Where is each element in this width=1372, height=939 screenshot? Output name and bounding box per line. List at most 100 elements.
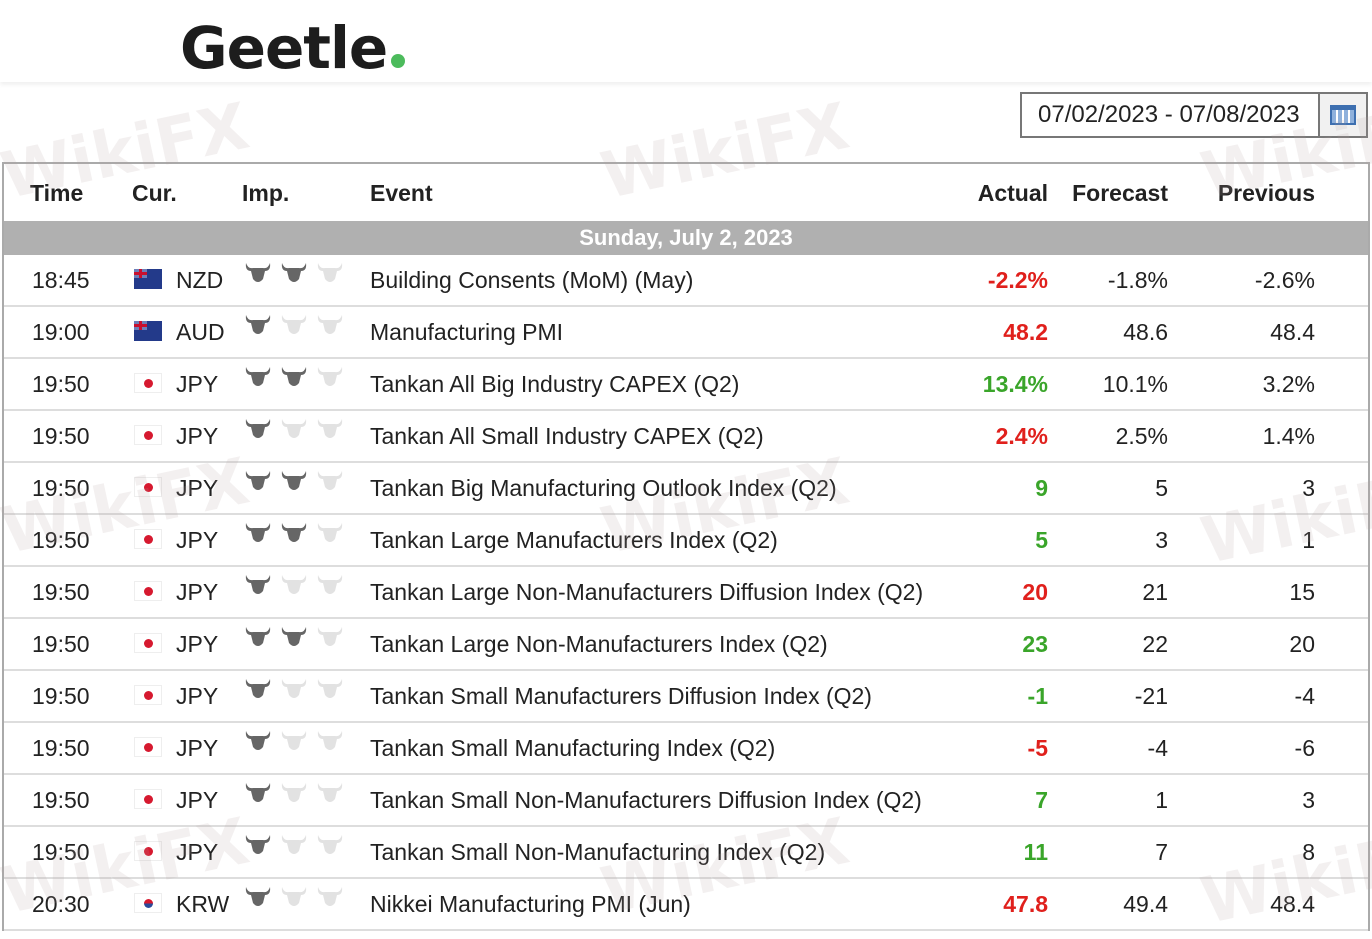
table-row[interactable]: 19:50 JPY Tankan Large Non-Manufacturers…	[4, 619, 1368, 671]
previous-value: -4	[1294, 683, 1315, 709]
table-row[interactable]: 19:50 JPY Tankan Small Non-Manufacturers…	[4, 775, 1368, 827]
actual-value: 5	[1035, 527, 1048, 553]
event-name[interactable]: Tankan All Big Industry CAPEX (Q2)	[370, 371, 740, 397]
bull-icon	[244, 625, 272, 649]
forecast-value: 49.4	[1123, 891, 1168, 917]
forecast-value: -4	[1147, 735, 1168, 761]
table-row[interactable]: 19:50 JPY Tankan Small Manufacturing Ind…	[4, 723, 1368, 775]
bull-icon	[316, 885, 344, 909]
col-importance[interactable]: Imp.	[242, 180, 290, 206]
forecast-value: 48.6	[1123, 319, 1168, 345]
event-name[interactable]: Tankan All Small Industry CAPEX (Q2)	[370, 423, 764, 449]
table-row[interactable]: 19:50 JPY Tankan Large Non-Manufacturers…	[4, 567, 1368, 619]
event-time: 19:50	[32, 423, 90, 449]
bull-icon	[244, 521, 272, 545]
event-name[interactable]: Tankan Large Non-Manufacturers Diffusion…	[370, 579, 924, 605]
date-range-picker[interactable]: 07/02/2023 - 07/08/2023	[1020, 92, 1368, 138]
au-flag-icon	[134, 321, 162, 341]
event-time: 19:50	[32, 735, 90, 761]
event-name[interactable]: Tankan Small Non-Manufacturing Index (Q2…	[370, 839, 826, 865]
jp-flag-icon	[134, 737, 162, 757]
actual-value: 11	[1023, 839, 1048, 865]
currency-code: KRW	[176, 891, 230, 917]
bull-icon	[244, 313, 272, 337]
table-row[interactable]: 19:50 JPY Tankan Small Manufacturers Dif…	[4, 671, 1368, 723]
forecast-value: 5	[1155, 475, 1168, 501]
col-time[interactable]: Time	[30, 180, 84, 206]
event-time: 18:45	[32, 267, 90, 293]
bull-icon	[316, 833, 344, 857]
table-row[interactable]: 19:50 JPY Tankan All Big Industry CAPEX …	[4, 359, 1368, 411]
bull-icon	[316, 625, 344, 649]
event-time: 19:50	[32, 371, 90, 397]
bull-icon	[244, 365, 272, 389]
event-name[interactable]: Tankan Small Non-Manufacturers Diffusion…	[370, 787, 922, 813]
event-name[interactable]: Tankan Small Manufacturing Index (Q2)	[370, 735, 776, 761]
bull-icon	[280, 365, 308, 389]
previous-value: 3	[1302, 787, 1315, 813]
currency-code: JPY	[176, 527, 219, 553]
event-time: 19:50	[32, 579, 90, 605]
previous-value: 15	[1289, 579, 1315, 605]
forecast-value: 22	[1142, 631, 1168, 657]
actual-value: -1	[1027, 683, 1048, 709]
day-header: Sunday, July 2, 2023	[4, 221, 1368, 255]
col-actual[interactable]: Actual	[977, 180, 1048, 206]
importance-rating	[244, 781, 344, 805]
currency-code: JPY	[176, 371, 219, 397]
event-time: 19:50	[32, 787, 90, 813]
event-name[interactable]: Nikkei Manufacturing PMI (Jun)	[370, 891, 691, 917]
currency-code: JPY	[176, 839, 219, 865]
previous-value: 20	[1289, 631, 1315, 657]
bull-icon	[280, 625, 308, 649]
event-time: 19:00	[32, 319, 90, 345]
bull-icon	[244, 729, 272, 753]
calendar-button[interactable]	[1318, 94, 1366, 136]
currency-code: JPY	[176, 787, 219, 813]
event-name[interactable]: Building Consents (MoM) (May)	[370, 267, 694, 293]
currency-code: JPY	[176, 423, 219, 449]
importance-rating	[244, 573, 344, 597]
event-name[interactable]: Tankan Large Manufacturers Index (Q2)	[370, 527, 778, 553]
forecast-value: 21	[1142, 579, 1168, 605]
geetle-logo[interactable]: Geetle	[180, 14, 406, 82]
table-row[interactable]: 19:00 AUD Manufacturing PMI 48.2 48.6 48…	[4, 307, 1368, 359]
event-time: 19:50	[32, 527, 90, 553]
col-event[interactable]: Event	[370, 180, 433, 206]
table-row[interactable]: 19:50 JPY Tankan Small Non-Manufacturing…	[4, 827, 1368, 879]
event-name[interactable]: Tankan Big Manufacturing Outlook Index (…	[370, 475, 837, 501]
bull-icon	[316, 417, 344, 441]
logo-text: Geetle	[180, 14, 388, 82]
event-time: 19:50	[32, 631, 90, 657]
table-row[interactable]: 19:50 JPY Tankan All Small Industry CAPE…	[4, 411, 1368, 463]
table-body: 18:45 NZD Building Consents (MoM) (May) …	[4, 255, 1368, 931]
forecast-value: 7	[1155, 839, 1168, 865]
bull-icon	[280, 677, 308, 701]
date-range-input[interactable]: 07/02/2023 - 07/08/2023	[1038, 101, 1300, 128]
jp-flag-icon	[134, 373, 162, 393]
event-name[interactable]: Tankan Large Non-Manufacturers Index (Q2…	[370, 631, 828, 657]
actual-value: 9	[1035, 475, 1048, 501]
importance-rating	[244, 625, 344, 649]
event-time: 19:50	[32, 683, 90, 709]
forecast-value: 10.1%	[1102, 371, 1168, 397]
event-time: 20:30	[32, 891, 90, 917]
col-previous[interactable]: Previous	[1217, 180, 1315, 206]
table-row[interactable]: 19:50 JPY Tankan Big Manufacturing Outlo…	[4, 463, 1368, 515]
event-name[interactable]: Manufacturing PMI	[370, 319, 564, 345]
event-time: 19:50	[32, 475, 90, 501]
jp-flag-icon	[134, 529, 162, 549]
table-row[interactable]: 18:45 NZD Building Consents (MoM) (May) …	[4, 255, 1368, 307]
forecast-value: -21	[1134, 683, 1168, 709]
bull-icon	[244, 261, 272, 285]
previous-value: 3.2%	[1262, 371, 1315, 397]
importance-rating	[244, 729, 344, 753]
previous-value: 8	[1302, 839, 1315, 865]
event-name[interactable]: Tankan Small Manufacturers Diffusion Ind…	[370, 683, 872, 709]
col-forecast[interactable]: Forecast	[1072, 180, 1168, 206]
bull-icon	[280, 417, 308, 441]
table-row[interactable]: 19:50 JPY Tankan Large Manufacturers Ind…	[4, 515, 1368, 567]
bull-icon	[280, 781, 308, 805]
col-currency[interactable]: Cur.	[132, 180, 177, 206]
table-row[interactable]: 20:30 KRW Nikkei Manufacturing PMI (Jun)…	[4, 879, 1368, 931]
